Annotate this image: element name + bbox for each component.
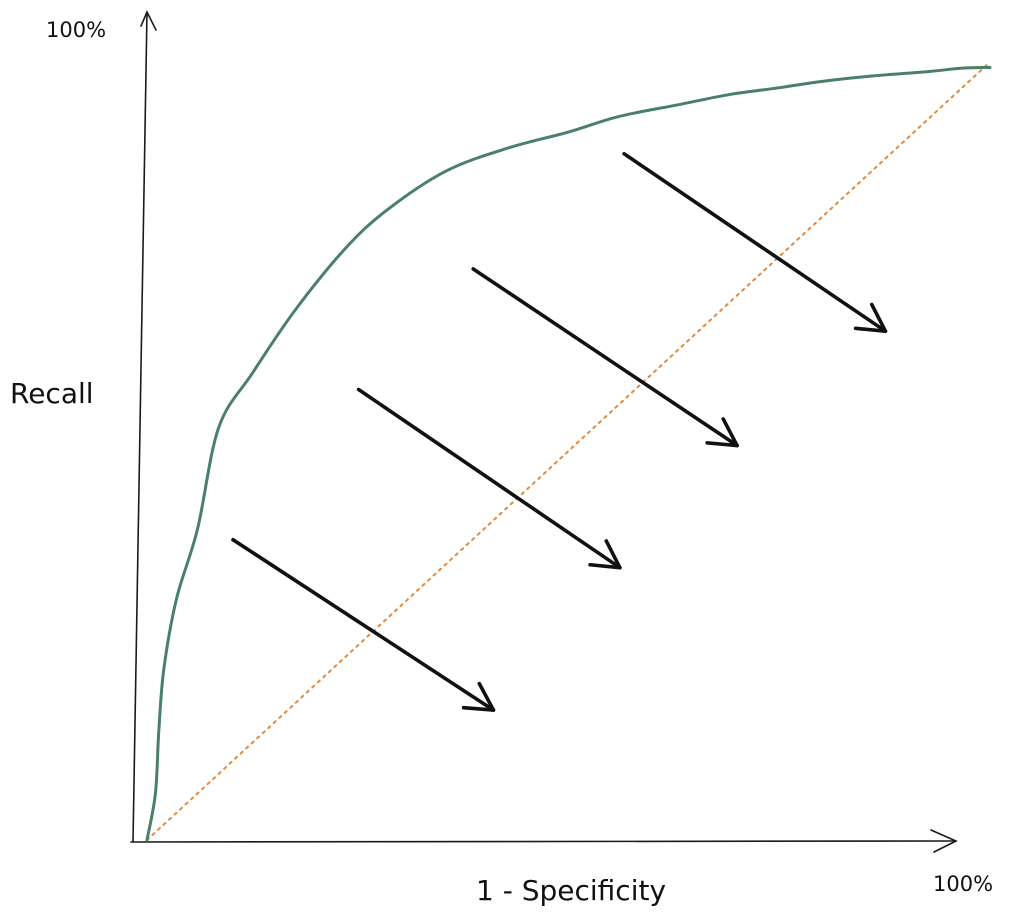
arrow-1 — [231, 537, 496, 712]
y-axis-arrowhead — [140, 10, 157, 31]
arrow-head — [461, 681, 496, 712]
diagonal-baseline-layer — [146, 61, 991, 841]
arrow-shaft — [622, 152, 888, 333]
arrow-head — [853, 302, 888, 333]
arrow-head — [588, 539, 622, 570]
x-tick-max-label: 100% — [933, 872, 993, 896]
arrow-4 — [622, 152, 888, 333]
roc-curve-layer — [145, 65, 992, 842]
arrow-shaft — [356, 387, 622, 570]
axes — [130, 10, 958, 853]
arrow-shaft — [471, 267, 739, 448]
y-tick-max-label: 100% — [46, 18, 106, 42]
x-axis-line — [130, 840, 956, 843]
x-axis-arrowhead — [930, 829, 958, 853]
arrow-3 — [471, 267, 739, 448]
y-axis-label: Recall — [10, 377, 94, 410]
x-axis-label: 1 - Specificity — [476, 874, 666, 907]
arrow-shaft — [231, 537, 496, 712]
arrows-layer — [231, 152, 888, 712]
y-axis-line — [132, 11, 148, 843]
arrow-head — [705, 417, 739, 448]
roc-curve-line — [145, 65, 992, 842]
diagonal-baseline-line — [146, 61, 991, 841]
arrow-2 — [356, 387, 622, 570]
